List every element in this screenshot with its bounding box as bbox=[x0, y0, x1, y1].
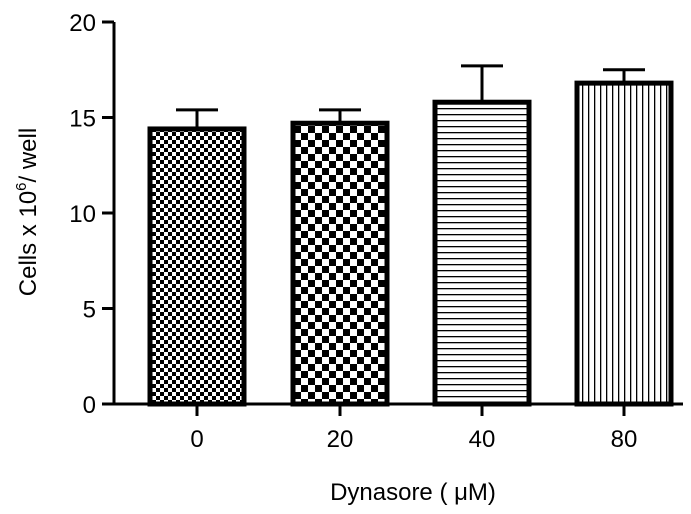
y-tick-label: 15 bbox=[69, 106, 96, 133]
x-ticks: 0 20 40 80 bbox=[190, 404, 637, 453]
y-tick-label: 0 bbox=[83, 392, 96, 419]
y-axis-title: Cells x 106/ well bbox=[13, 128, 42, 296]
x-tick-label: 40 bbox=[469, 426, 496, 453]
bar-40 bbox=[432, 99, 532, 407]
bars-layer bbox=[147, 80, 674, 407]
x-tick-label: 80 bbox=[611, 426, 638, 453]
y-axis-title-superscript: 6 bbox=[13, 182, 30, 190]
bar-20 bbox=[290, 120, 390, 407]
y-tick-label: 20 bbox=[69, 10, 96, 37]
y-axis-title-suffix: / well bbox=[15, 128, 42, 183]
y-tick-label: 5 bbox=[83, 297, 96, 324]
x-tick-label: 20 bbox=[327, 426, 354, 453]
y-axis-title-prefix: Cells x 10 bbox=[15, 191, 42, 296]
y-tick-label: 10 bbox=[69, 201, 96, 228]
x-tick-label: 0 bbox=[190, 426, 203, 453]
x-axis-title: Dynasore ( μM) bbox=[330, 479, 496, 506]
bar-80 bbox=[574, 80, 674, 407]
error-bars-layer bbox=[176, 64, 645, 129]
y-ticks: 0 5 10 15 20 bbox=[69, 10, 114, 419]
bar-0 bbox=[147, 126, 247, 407]
